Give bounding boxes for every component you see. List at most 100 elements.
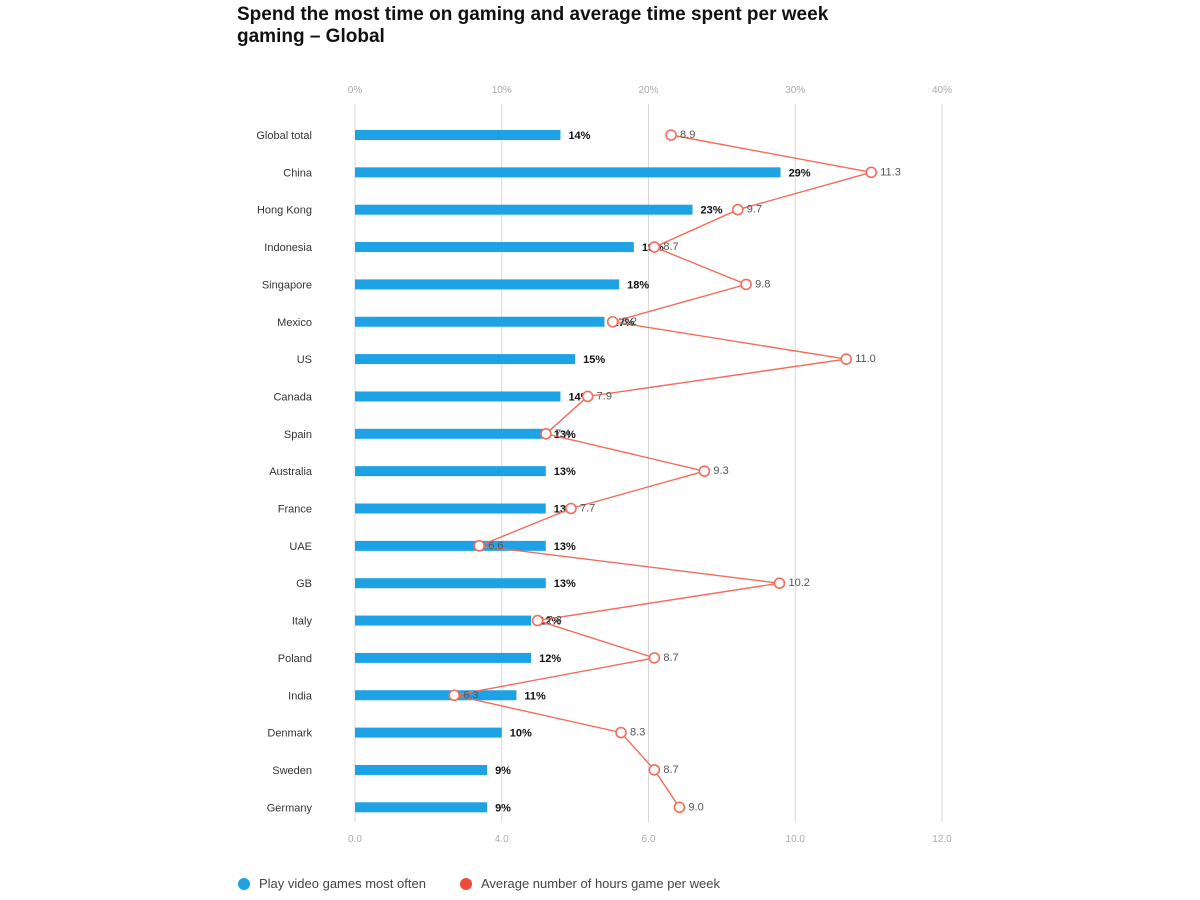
bar-value-label: 9% bbox=[495, 802, 511, 814]
line-point bbox=[565, 502, 577, 515]
bar bbox=[355, 503, 546, 514]
line-point bbox=[740, 278, 752, 291]
category-label: Italy bbox=[292, 616, 313, 628]
line-point bbox=[473, 540, 486, 552]
bar bbox=[355, 204, 693, 215]
bar bbox=[355, 727, 502, 738]
line-point bbox=[773, 577, 786, 590]
legend-bar-label: Play video games most often bbox=[259, 876, 426, 891]
category-label: India bbox=[288, 690, 313, 702]
legend-bar-item: Play video games most often bbox=[238, 876, 426, 891]
category-label: Canada bbox=[273, 391, 312, 403]
line-value-label: 8.7 bbox=[663, 764, 678, 776]
bar-value-label: 11% bbox=[524, 690, 546, 702]
bar bbox=[355, 764, 488, 775]
category-label: US bbox=[297, 354, 312, 366]
line-point bbox=[581, 390, 594, 403]
line-value-label: 9.0 bbox=[688, 801, 703, 813]
line-point bbox=[665, 129, 677, 141]
bar bbox=[355, 428, 546, 439]
bar-value-label: 12% bbox=[539, 653, 561, 665]
line-value-label: 6.6 bbox=[488, 540, 503, 552]
category-label: Australia bbox=[269, 466, 313, 478]
bar bbox=[355, 652, 532, 663]
line-value-label: 7.7 bbox=[580, 503, 595, 515]
line-point bbox=[648, 652, 661, 664]
category-label: Indonesia bbox=[264, 242, 313, 254]
bar-value-label: 13% bbox=[554, 541, 576, 553]
bar-value-label: 15% bbox=[583, 354, 605, 366]
top-tick-label: 10% bbox=[492, 85, 512, 96]
line-point bbox=[648, 241, 661, 253]
bar bbox=[355, 354, 576, 365]
bar-value-label: 29% bbox=[789, 167, 811, 179]
line-point bbox=[698, 465, 711, 477]
bar bbox=[355, 242, 634, 253]
line-point bbox=[615, 726, 627, 739]
line-point bbox=[606, 315, 619, 328]
bottom-tick-label: 10.0 bbox=[786, 834, 806, 845]
bottom-tick-label: 12.0 bbox=[932, 834, 952, 845]
bar bbox=[355, 316, 605, 327]
category-label: UAE bbox=[289, 541, 312, 553]
line-value-label: 9.8 bbox=[755, 278, 770, 290]
line-value-label: 8.7 bbox=[663, 652, 678, 664]
bar bbox=[355, 466, 546, 477]
legend-bar-swatch bbox=[238, 877, 250, 890]
line-value-label: 9.3 bbox=[713, 465, 728, 477]
line-point bbox=[865, 166, 878, 179]
line-value-label: 7.3 bbox=[547, 615, 562, 627]
line-value-label: 11.0 bbox=[855, 353, 876, 365]
bar-value-label: 18% bbox=[627, 279, 649, 291]
category-label: Sweden bbox=[272, 765, 312, 777]
bar-value-label: 14% bbox=[568, 130, 590, 142]
category-label: Spain bbox=[284, 429, 312, 441]
bottom-tick-label: 4.0 bbox=[495, 834, 509, 845]
line-point bbox=[673, 801, 686, 814]
line-value-label: 7.9 bbox=[597, 390, 612, 402]
category-label: Global total bbox=[256, 130, 312, 142]
line-point bbox=[840, 353, 853, 365]
bar bbox=[355, 690, 517, 701]
bar-value-label: 13% bbox=[554, 466, 576, 478]
line-point bbox=[648, 764, 661, 776]
bar bbox=[355, 540, 546, 551]
category-label: GB bbox=[296, 578, 312, 590]
bottom-tick-label: 0.0 bbox=[348, 834, 362, 845]
line-value-label: 7.4 bbox=[555, 428, 570, 440]
legend-line-swatch bbox=[460, 877, 472, 890]
line-value-label: 8.2 bbox=[622, 316, 637, 328]
category-label: Poland bbox=[278, 653, 312, 665]
category-label: Hong Kong bbox=[257, 205, 312, 217]
category-label: Denmark bbox=[267, 728, 312, 740]
top-tick-label: 40% bbox=[932, 85, 952, 96]
bar-value-label: 10% bbox=[510, 728, 532, 740]
bar-value-label: 23% bbox=[701, 205, 723, 217]
category-label: China bbox=[283, 167, 313, 179]
bar bbox=[355, 130, 561, 140]
bar-value-label: 13% bbox=[554, 429, 576, 441]
line-point bbox=[540, 427, 552, 440]
category-label: Singapore bbox=[262, 279, 312, 291]
line-value-label: 9.7 bbox=[747, 204, 762, 216]
bar bbox=[355, 279, 620, 290]
legend-line-label: Average number of hours game per week bbox=[481, 876, 720, 891]
line-point bbox=[531, 614, 544, 627]
line-value-label: 6.3 bbox=[463, 689, 478, 701]
bottom-tick-label: 6.0 bbox=[642, 834, 656, 845]
bar bbox=[355, 578, 546, 589]
line-value-label: 10.2 bbox=[788, 577, 809, 589]
bar bbox=[355, 167, 781, 178]
category-label: Mexico bbox=[277, 317, 312, 329]
bar-value-label: 12% bbox=[539, 616, 561, 628]
line-value-label: 11.3 bbox=[880, 166, 901, 178]
bar-value-label: 13% bbox=[554, 578, 576, 590]
line-value-label: 8.3 bbox=[630, 727, 645, 739]
category-label: France bbox=[278, 504, 312, 516]
bar bbox=[355, 802, 488, 813]
top-tick-label: 30% bbox=[785, 85, 805, 96]
category-label: Germany bbox=[267, 802, 313, 814]
line-point bbox=[448, 689, 461, 702]
line-point bbox=[731, 203, 744, 216]
